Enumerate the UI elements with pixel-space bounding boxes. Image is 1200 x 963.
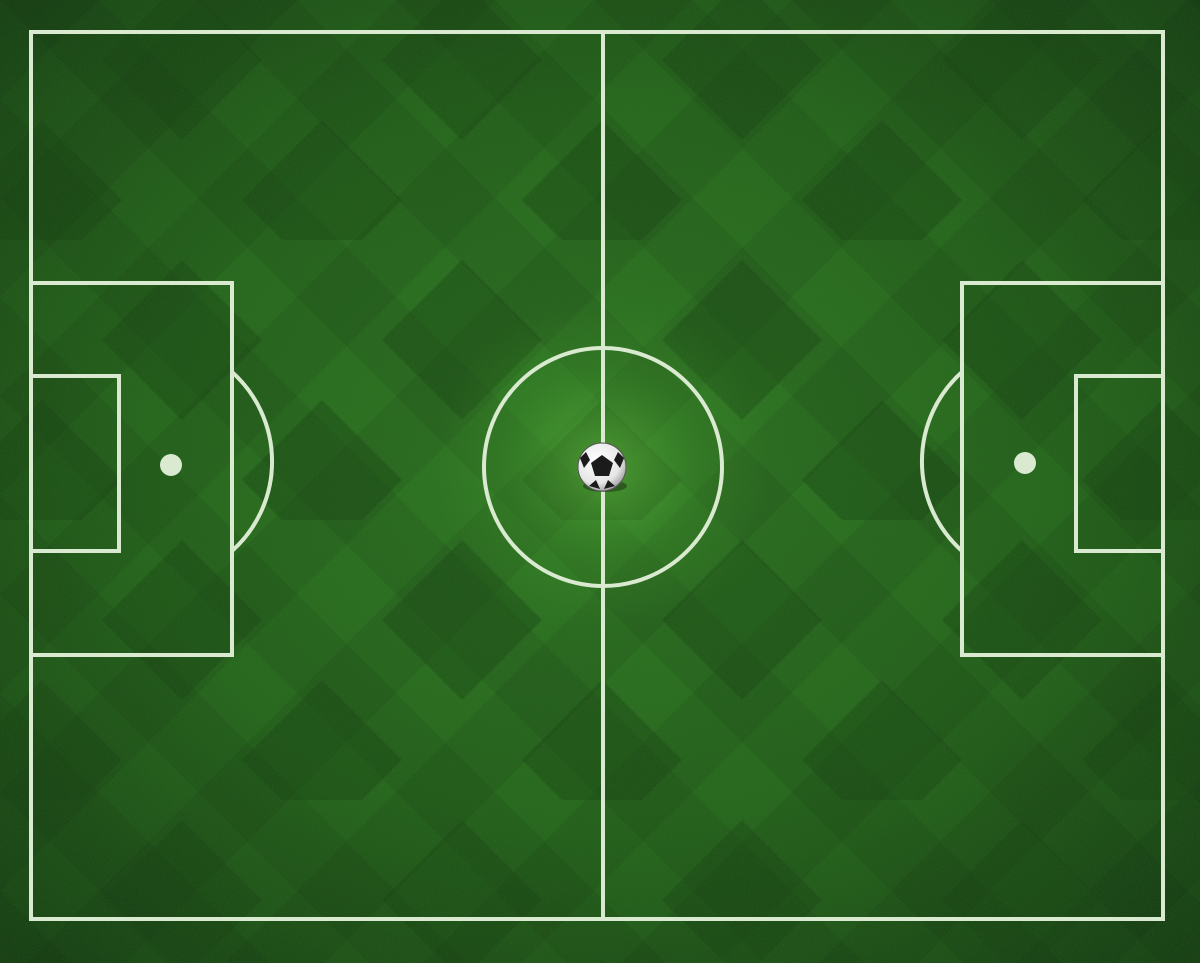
right-penalty-arc [920,370,964,553]
pitch-markings [29,30,1165,921]
right-goal-area [1074,374,1165,553]
soccer-ball [577,442,627,492]
center-circle [482,346,724,588]
left-goal-area [29,374,121,553]
left-penalty-spot [160,454,182,476]
right-penalty-spot [1014,452,1036,474]
left-penalty-arc [230,370,274,553]
